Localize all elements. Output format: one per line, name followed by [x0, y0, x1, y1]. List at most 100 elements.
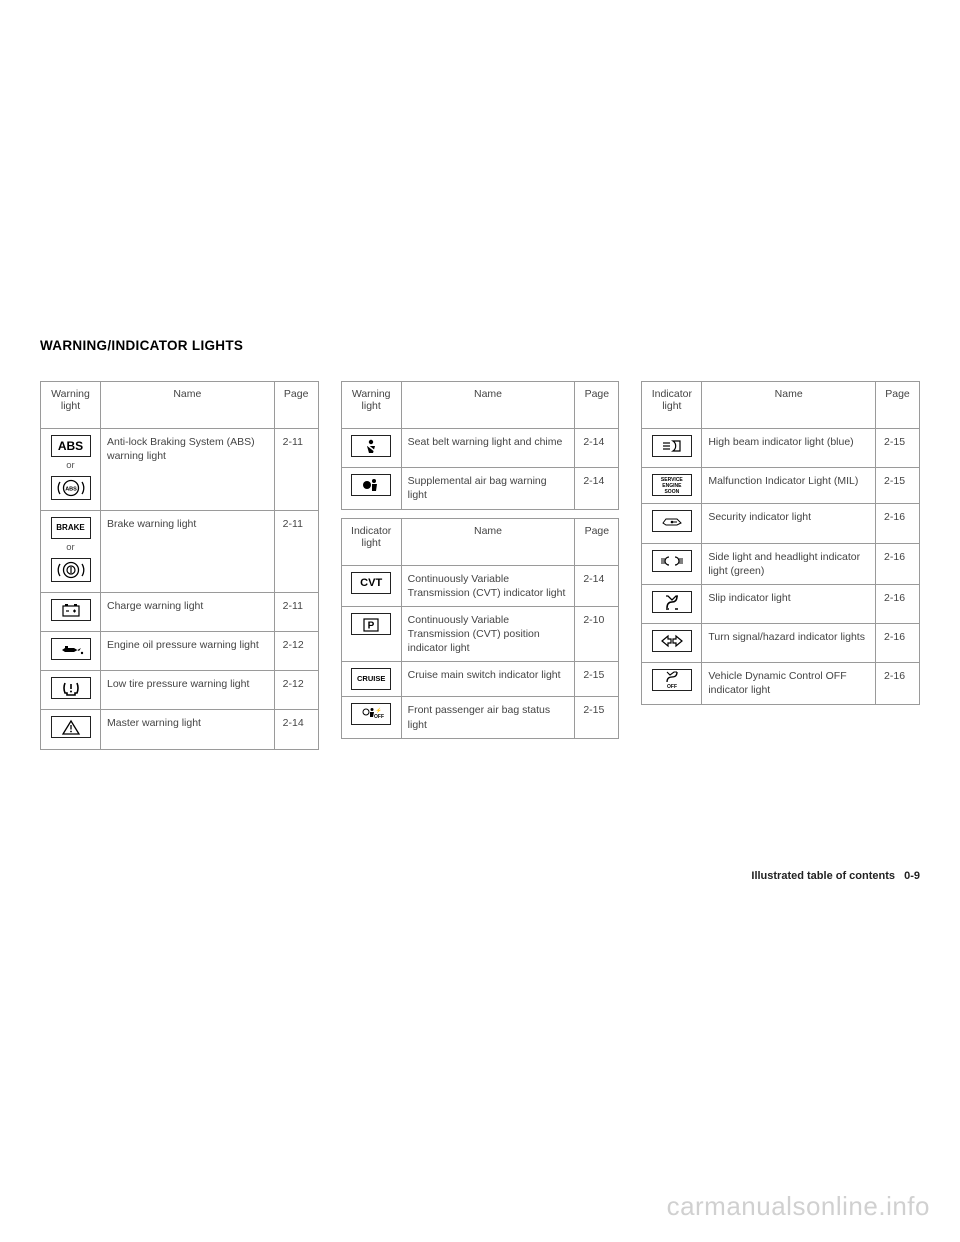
icon-cell [341, 429, 401, 468]
security-icon [652, 510, 692, 532]
page-cell: 2-11 [274, 592, 318, 631]
name-cell: Engine oil pressure warning light [101, 632, 275, 671]
column-2: Warning light Name Page Seat belt warnin… [341, 381, 620, 750]
warning-table-2: Warning light Name Page Seat belt warnin… [341, 381, 620, 510]
table-row: CVT Continuously Variable Transmission (… [341, 565, 619, 606]
icon-cell [341, 468, 401, 509]
name-cell: Malfunction Indicator Light (MIL) [702, 468, 876, 504]
svg-text:OFF: OFF [667, 684, 677, 690]
table-row: SERVICEENGINESOON Malfunction Indicator … [642, 468, 920, 504]
table-row: Engine oil pressure warning light 2-12 [41, 632, 319, 671]
page-cell: 2-16 [876, 624, 920, 663]
icon-cell [642, 504, 702, 543]
passenger-airbag-icon: OFF⚡ [351, 703, 391, 725]
master-warning-icon [51, 716, 91, 738]
name-cell: Side light and headlight indicator light… [702, 543, 876, 584]
icon-cell [41, 592, 101, 631]
th-name: Name [401, 382, 575, 429]
th-name: Name [702, 382, 876, 429]
page-footer: Illustrated table of contents 0-9 [751, 870, 920, 882]
name-cell: Anti-lock Braking System (ABS) warning l… [101, 429, 275, 511]
page-cell: 2-15 [575, 662, 619, 697]
table-row: Security indicator light 2-16 [642, 504, 920, 543]
table-row: Master warning light 2-14 [41, 710, 319, 749]
page-cell: 2-11 [274, 510, 318, 592]
name-cell: Front passenger air bag status light [401, 697, 575, 738]
column-1: Warning light Name Page ABS or ABS [40, 381, 319, 750]
table-row: ABS or ABS Anti-lock Braking System (ABS… [41, 429, 319, 511]
table-row: Low tire pressure warning light 2-12 [41, 671, 319, 710]
page-cell: 2-15 [876, 468, 920, 504]
name-cell: Cruise main switch indicator light [401, 662, 575, 697]
name-cell: Low tire pressure warning light [101, 671, 275, 710]
section-title: WARNING/INDICATOR LIGHTS [40, 338, 920, 353]
oilcan-icon [51, 638, 91, 660]
abs-circle-icon: ABS [51, 476, 91, 500]
turnsignal-icon [652, 630, 692, 652]
page-cell: 2-14 [575, 468, 619, 509]
icon-cell: BRAKE or [41, 510, 101, 592]
icon-cell [41, 632, 101, 671]
name-cell: Seat belt warning light and chime [401, 429, 575, 468]
page-content: WARNING/INDICATOR LIGHTS Warning light N… [40, 338, 920, 750]
name-cell: Turn signal/hazard indicator lights [702, 624, 876, 663]
th-indicator-light: Indicator light [642, 382, 702, 429]
page-cell: 2-10 [575, 606, 619, 662]
name-cell: Security indicator light [702, 504, 876, 543]
table-row: BRAKE or Brake warning light 2-11 [41, 510, 319, 592]
icon-cell [41, 710, 101, 749]
airbag-icon [351, 474, 391, 496]
page-cell: 2-16 [876, 504, 920, 543]
page-cell: 2-14 [575, 429, 619, 468]
page-cell: 2-11 [274, 429, 318, 511]
page-cell: 2-16 [876, 584, 920, 623]
slip-icon [652, 591, 692, 613]
th-page: Page [876, 382, 920, 429]
table-row: Supplemental air bag warning light 2-14 [341, 468, 619, 509]
svg-text:P: P [368, 620, 375, 631]
icon-cell [642, 543, 702, 584]
table-row: Turn signal/hazard indicator lights 2-16 [642, 624, 920, 663]
tire-pressure-icon [51, 677, 91, 699]
cruise-icon: CRUISE [351, 668, 391, 690]
table-row: High beam indicator light (blue) 2-15 [642, 429, 920, 468]
page-cell: 2-14 [274, 710, 318, 749]
table-row: CRUISE Cruise main switch indicator ligh… [341, 662, 619, 697]
th-warning-light: Warning light [341, 382, 401, 429]
svg-text:OFF: OFF [374, 714, 384, 720]
name-cell: Continuously Variable Transmission (CVT)… [401, 565, 575, 606]
th-page: Page [274, 382, 318, 429]
page-cell: 2-12 [274, 632, 318, 671]
battery-icon [51, 599, 91, 621]
page-cell: 2-12 [274, 671, 318, 710]
svg-text:ABS: ABS [65, 486, 77, 492]
name-cell: High beam indicator light (blue) [702, 429, 876, 468]
or-label: or [45, 460, 96, 473]
th-warning-light: Warning light [41, 382, 101, 429]
icon-cell: SERVICEENGINESOON [642, 468, 702, 504]
mil-icon: SERVICEENGINESOON [652, 474, 692, 496]
th-name: Name [101, 382, 275, 429]
abs-text-icon: ABS [51, 435, 91, 457]
name-cell: Vehicle Dynamic Control OFF indicator li… [702, 663, 876, 704]
icon-cell [642, 584, 702, 623]
sidelight-icon [652, 550, 692, 572]
icon-cell [41, 671, 101, 710]
brake-circle-icon [51, 558, 91, 582]
name-cell: Supplemental air bag warning light [401, 468, 575, 509]
icon-cell: CRUISE [341, 662, 401, 697]
cvt-position-icon: P [351, 613, 391, 635]
page-cell: 2-16 [876, 543, 920, 584]
icon-cell: CVT [341, 565, 401, 606]
footer-section: Illustrated table of contents [751, 870, 895, 882]
table-row: Side light and headlight indicator light… [642, 543, 920, 584]
icon-cell [642, 429, 702, 468]
warning-table-1: Warning light Name Page ABS or ABS [40, 381, 319, 750]
tables-row: Warning light Name Page ABS or ABS [40, 381, 920, 750]
indicator-table-2: Indicator light Name Page CVT Continuous… [341, 518, 620, 739]
brake-text-icon: BRAKE [51, 517, 91, 539]
svg-text:⚡: ⚡ [376, 707, 382, 714]
icon-cell: P [341, 606, 401, 662]
page-cell: 2-16 [876, 663, 920, 704]
name-cell: Charge warning light [101, 592, 275, 631]
